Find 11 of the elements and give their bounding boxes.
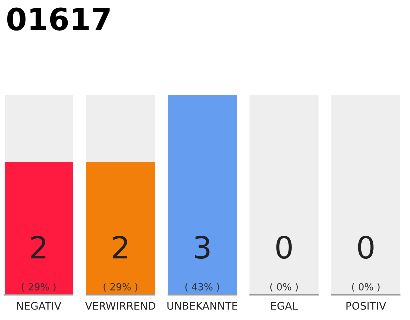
data-label: 0 ( 0% )	[270, 236, 298, 292]
data-label: 0 ( 0% )	[352, 236, 380, 292]
data-label: 3 ( 43% )	[186, 236, 220, 292]
x-tick-label: VERWIRREND	[85, 302, 156, 310]
x-tick-label: UNBEKANNTE	[168, 302, 238, 310]
data-label: 2 ( 29% )	[22, 236, 56, 292]
x-tick-label: POSITIV	[346, 302, 386, 310]
data-label: 2 ( 29% )	[104, 236, 138, 292]
x-tick-label: NEGATIV	[17, 302, 62, 310]
chart-title: 01617	[7, 8, 110, 31]
x-tick-label: EGAL	[272, 302, 298, 310]
